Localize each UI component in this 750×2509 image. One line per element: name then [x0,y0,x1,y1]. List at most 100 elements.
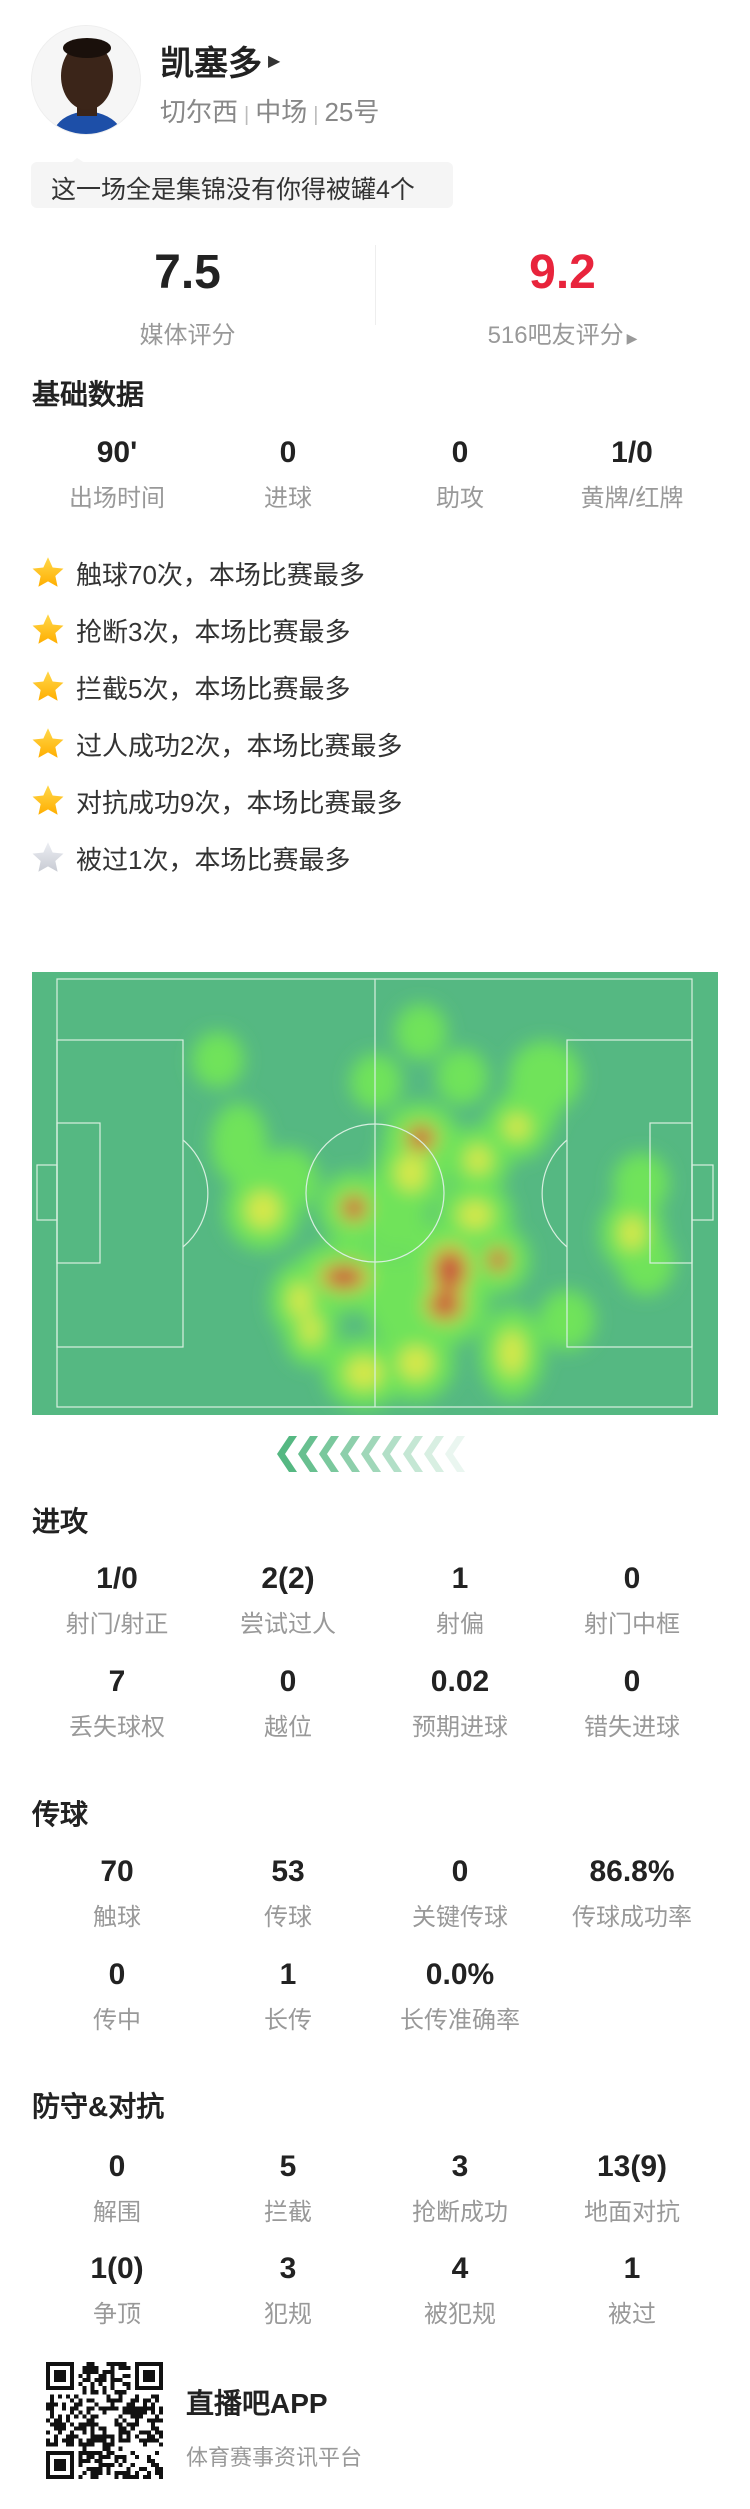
stat-label: 射门中框 [584,1611,680,1638]
stat-value: 0.02 [430,1665,490,1698]
stat-value: 0 [279,436,297,469]
stat-label: 错失进球 [584,1714,680,1741]
stat-label: 被过 [608,2301,656,2328]
chevron-left-icon [382,1436,402,1472]
chevron-left-icon [298,1436,318,1472]
stat-value: 1 [279,1958,297,1991]
play-arrow-icon: ▶ [626,330,638,346]
stat-cell: 5 拦截 [202,2150,374,2227]
heat-spot [395,1154,427,1192]
heat-spot [458,1201,492,1229]
stat-label: 黄牌/红牌 [580,485,684,512]
heat-spot [465,1146,491,1174]
star-icon [32,557,64,587]
highlight-text: 拦截5次，本场比赛最多 [76,673,351,704]
heat-spot [488,1249,508,1271]
stat-label: 抢断成功 [412,2199,508,2226]
stat-cell: 1(0) 争顶 [31,2252,203,2329]
heat-spot [192,1032,244,1088]
fan-rating[interactable]: 9.2 516吧友评分 ▶ [487,246,638,349]
stat-label: 越位 [264,1714,312,1741]
stat-cell: 2(2) 尝试过人 [202,1562,374,1639]
highlight-item: 抢断3次，本场比赛最多 [30,610,350,650]
heat-spot [395,1004,447,1060]
stat-cell: 0 传中 [31,1958,203,2035]
stat-cell: 0 进球 [202,436,374,513]
section-title-passing: 传球 [32,1799,89,1830]
highlight-text: 过人成功2次，本场比赛最多 [76,730,403,761]
stat-label: 传球 [264,1904,312,1931]
stat-value: 0.0% [425,1958,495,1991]
chevron-left-icon [340,1436,360,1472]
star-icon [32,671,64,701]
stat-value: 1(0) [90,2252,144,2285]
stat-value: 70 [100,1855,134,1888]
stat-label: 传中 [93,2007,141,2034]
stat-cell: 0 关键传球 [374,1855,546,1932]
player-name[interactable]: 凯塞多 ▶ [160,45,281,83]
highlight-text: 抢断3次，本场比赛最多 [76,616,351,647]
star-icon [32,842,64,872]
app-name: 直播吧APP [186,2388,328,2419]
stat-cell: 90' 出场时间 [31,436,203,513]
stat-value: 2(2) [261,1562,315,1595]
highlight-text: 被过1次，本场比赛最多 [76,844,351,875]
heat-spot [341,1195,367,1221]
stat-cell: 3 抢断成功 [374,2150,546,2227]
stat-value: 0 [108,1958,126,1991]
stat-cell: 0 助攻 [374,436,546,513]
stat-cell: 1/0 黄牌/红牌 [546,436,718,513]
stat-value: 90' [96,436,138,469]
heatmap-pitch [32,972,718,1415]
stat-label: 预期进球 [412,1714,508,1741]
stat-cell: 0 射门中框 [546,1562,718,1639]
player-avatar[interactable] [31,25,141,135]
stat-cell: 0 解围 [31,2150,203,2227]
stat-cell: 1 被过 [546,2252,718,2329]
chevron-left-icon [319,1436,339,1472]
stat-cell: 7 丢失球权 [31,1665,203,1742]
heat-spot [399,1346,433,1380]
stat-label: 进球 [264,485,312,512]
play-arrow-icon: ▶ [268,52,281,70]
stat-value: 13(9) [596,2150,668,2183]
stat-value: 5 [279,2150,297,2183]
stat-label: 助攻 [436,485,484,512]
section-title-attack: 进攻 [32,1506,89,1537]
stat-value: 1/0 [96,1562,138,1595]
stat-value: 0 [623,1665,641,1698]
stat-label: 争顶 [93,2301,141,2328]
stat-cell: 70 触球 [31,1855,203,1932]
heat-spot [323,1264,365,1290]
heat-spot [428,1290,462,1320]
star-icon [32,728,64,758]
heat-spot [504,1114,530,1140]
stat-cell: 3 犯规 [202,2252,374,2329]
pitch-lines [36,978,714,1408]
player-info: 切尔西 | 中场 | 25号 [160,97,380,127]
heat-spot [619,1216,645,1250]
stat-value: 86.8% [589,1855,675,1888]
chevron-left-icon [361,1436,381,1472]
heatmap-layer [192,1004,674,1409]
heat-spot [364,1256,436,1344]
stat-cell: 53 传球 [202,1855,374,1932]
chevron-left-icon [445,1436,465,1472]
stat-label: 犯规 [264,2301,312,2328]
heat-spot [407,1125,435,1151]
heat-spot [499,1330,525,1376]
stat-label: 传球成功率 [572,1904,692,1931]
highlight-text: 触球70次，本场比赛最多 [76,559,365,590]
stat-cell: 0.02 预期进球 [374,1665,546,1742]
player-photo [32,26,140,134]
highlight-text: 对抗成功9次，本场比赛最多 [76,787,403,818]
stat-cell: 1/0 射门/射正 [31,1562,203,1639]
heat-spot [301,1314,321,1346]
stat-value: 0 [623,1562,641,1595]
chevron-left-icon [424,1436,444,1472]
stat-label: 尝试过人 [240,1611,336,1638]
heat-spot [211,1103,267,1183]
divider [375,245,376,325]
heat-spot [345,1357,383,1389]
heat-spot [433,1249,467,1291]
